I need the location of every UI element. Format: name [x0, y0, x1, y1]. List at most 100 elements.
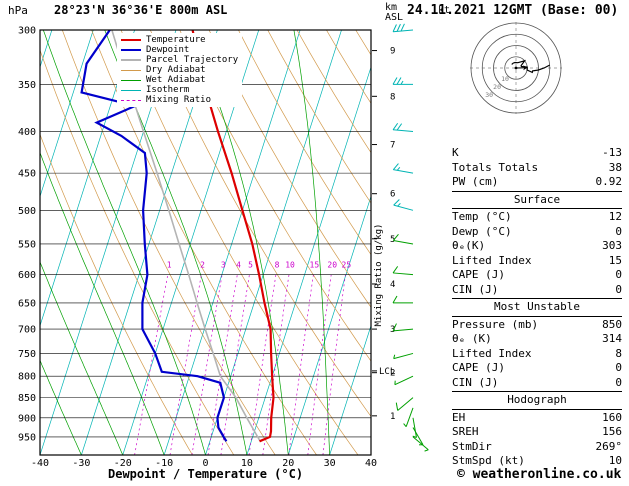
stat-value: 0	[615, 375, 622, 389]
stat-value: 269°	[595, 439, 623, 453]
mixing-ratio-axis-label: Mixing Ratio (g/kg)	[374, 224, 384, 327]
stat-label: EH	[452, 410, 466, 424]
stat-label: K	[452, 146, 459, 159]
mixing-ratio-labels: 1 2 3 4 5 8 10 15 20 25	[167, 261, 352, 270]
hodograph-ring-label: 20	[493, 83, 501, 91]
svg-text:25: 25	[342, 261, 352, 270]
stat-row-cape-j: CAPE (J) 0	[452, 361, 622, 376]
svg-text:20: 20	[282, 458, 294, 469]
stat-value: 12	[608, 210, 622, 223]
stat-label: CIN (J)	[452, 282, 499, 296]
stat-label: θₑ(K)	[452, 239, 486, 252]
hodograph-trace	[511, 59, 550, 74]
legend-item-temperature: Temperature	[121, 35, 238, 45]
legend-item-isotherm: Isotherm	[121, 85, 238, 95]
stat-label: Totals Totals	[452, 160, 539, 174]
svg-text:800: 800	[18, 372, 36, 383]
svg-text:400: 400	[18, 127, 36, 138]
panel-divider	[452, 315, 622, 317]
stat-label: Temp (°C)	[452, 210, 512, 223]
plot-background	[40, 30, 371, 455]
wind-barb	[412, 417, 417, 438]
mixing-ratio-lines	[134, 274, 346, 455]
svg-text:700: 700	[18, 325, 36, 336]
stat-row-cin-j: CIN (J) 0	[452, 283, 622, 298]
panel-divider	[452, 190, 622, 192]
stat-row-lifted-index: Lifted Index 15	[452, 254, 622, 269]
stat-row-k: K -13	[452, 146, 622, 161]
stat-row-k: θₑ (K) 314	[452, 332, 622, 347]
legend-swatch	[121, 49, 141, 51]
stat-label: CIN (J)	[452, 375, 499, 389]
stat-value: 0	[615, 224, 622, 238]
stat-label: StmDir	[452, 439, 492, 453]
station-title: 28°23'N 36°36'E 800m ASL	[54, 3, 228, 17]
stat-label: PW (cm)	[452, 175, 499, 188]
legend: Temperature Dewpoint Parcel Trajectory Dry …	[117, 33, 243, 107]
svg-text:900: 900	[18, 413, 36, 424]
km-tick-label: 4	[390, 280, 395, 290]
km-label: km	[385, 2, 398, 13]
svg-text:3: 3	[221, 261, 226, 270]
legend-label: Temperature	[146, 35, 206, 45]
stat-label: θₑ (K)	[452, 332, 492, 345]
section-title-most-unstable: Most Unstable	[493, 300, 581, 313]
wind-barb	[392, 23, 414, 33]
wind-barb	[392, 163, 414, 174]
stat-value: 850	[602, 317, 622, 331]
stat-value: 0	[615, 282, 622, 296]
stat-row-lifted-index: Lifted Index 8	[452, 347, 622, 362]
asl-label: ASL	[385, 12, 404, 23]
stat-row-k: θₑ(K) 303	[452, 239, 622, 254]
svg-text:30: 30	[324, 458, 336, 469]
stat-value: 303	[602, 239, 622, 252]
svg-text:300: 300	[18, 26, 36, 37]
svg-text:-30: -30	[72, 458, 90, 469]
pressure-tick-labels: 300 350 400 450 500 550 600 650 700 750 800 850 900 9…	[18, 26, 36, 444]
km-tick-label: 8	[390, 92, 395, 102]
pressure-axis-unit: hPa	[8, 4, 28, 17]
svg-text:40: 40	[365, 458, 377, 469]
panel-divider	[452, 208, 622, 209]
svg-text:0: 0	[202, 458, 208, 469]
wind-barb	[392, 323, 414, 332]
stat-row-totals-totals: Totals Totals 38	[452, 161, 622, 176]
stats-panel: K -13 Totals Totals 38 PW (cm) 0.92 Surface Tem…	[452, 146, 622, 469]
stat-label: SREH	[452, 425, 479, 438]
wind-barb	[392, 295, 413, 304]
km-tick-label: 7	[390, 141, 395, 151]
svg-text:550: 550	[18, 239, 36, 250]
stat-value: 8	[615, 346, 622, 360]
legend-label: Isotherm	[146, 85, 190, 95]
wind-barb	[393, 352, 414, 360]
stat-value: 0.92	[595, 175, 623, 188]
height-axis-unit: km ASL	[385, 3, 403, 23]
wind-barb	[395, 397, 414, 411]
x-axis-title: Dewpoint / Temperature (°C)	[108, 467, 304, 481]
legend-item-wet-adiabat: Wet Adiabat	[121, 75, 238, 85]
legend-swatch	[121, 89, 141, 91]
wind-barb	[392, 266, 414, 276]
svg-text:650: 650	[18, 298, 36, 309]
lcl-label: LCL	[379, 367, 395, 377]
datetime-title: 24.11.2021 12GMT (Base: 00)	[407, 3, 619, 18]
stat-label: Lifted Index	[452, 253, 532, 267]
km-tick-label: 9	[390, 47, 395, 57]
section-title-surface: Surface	[513, 192, 561, 206]
legend-label: Parcel Trajectory	[146, 55, 239, 65]
panel-divider	[452, 408, 622, 410]
svg-text:-10: -10	[155, 458, 173, 469]
stat-row-pressure-mb: Pressure (mb) 850	[452, 318, 622, 333]
temperature-tick-labels: -40 -30 -20 -10 0 10 20 30 40	[31, 458, 377, 469]
copyright: © weatheronline.co.uk	[457, 467, 622, 482]
hodograph-ring-label: 30	[485, 91, 493, 99]
km-tick-label: 1	[390, 412, 395, 422]
svg-text:10: 10	[241, 458, 253, 469]
hodograph-unit-label: kt	[438, 5, 451, 16]
wind-barb	[392, 122, 414, 133]
stat-label: CAPE (J)	[452, 361, 505, 374]
legend-swatch	[121, 79, 141, 81]
km-tick-label: 6	[390, 190, 395, 200]
svg-text:-20: -20	[114, 458, 132, 469]
svg-text:10: 10	[285, 261, 295, 270]
